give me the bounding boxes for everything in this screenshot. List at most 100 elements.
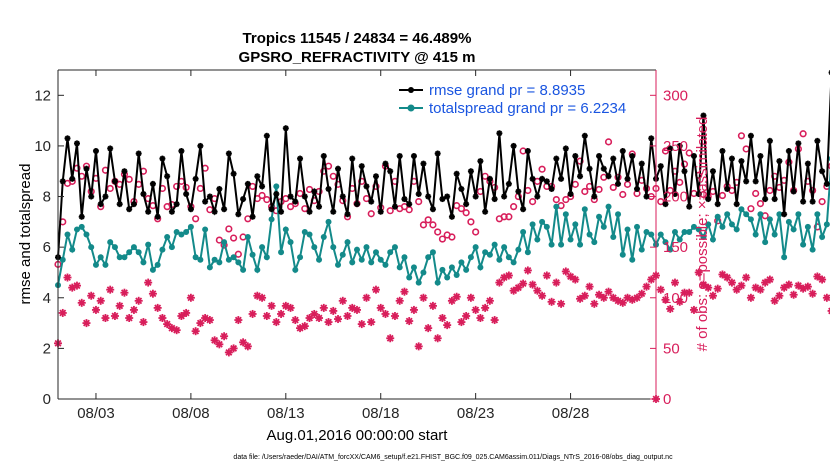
rmse-point — [743, 178, 750, 185]
rmse-point — [800, 198, 807, 205]
assimilated-point — [466, 293, 475, 302]
rmse-point — [667, 145, 674, 152]
y-right-tick-label: 100 — [663, 290, 688, 307]
y-left-tick-label: 4 — [43, 290, 51, 307]
assimilated-point — [400, 287, 409, 296]
assimilated-point — [642, 282, 651, 291]
rmse-point — [491, 196, 498, 203]
assimilated-point — [723, 273, 732, 282]
totalspread-point — [501, 244, 508, 251]
totalspread-point — [278, 249, 285, 256]
totalspread-point — [297, 254, 304, 261]
possible-point — [766, 186, 774, 195]
rmse-point — [434, 150, 441, 157]
totalspread-point — [216, 259, 223, 266]
totalspread-point — [368, 259, 375, 266]
x-tick-label: 08/28 — [552, 405, 590, 422]
totalspread-point — [648, 231, 655, 238]
totalspread-point — [59, 256, 66, 263]
rmse-point — [453, 170, 460, 177]
possible-point — [225, 225, 233, 233]
assimilated-point — [286, 303, 295, 312]
assimilated-point — [148, 289, 157, 298]
assimilated-point — [689, 305, 698, 314]
possible-point — [472, 228, 480, 236]
possible-point — [500, 213, 508, 221]
totalspread-point — [752, 231, 759, 238]
assimilated-point — [186, 293, 195, 302]
rmse-point — [206, 193, 213, 200]
rmse-point — [292, 198, 299, 205]
totalspread-point — [164, 234, 171, 241]
rmse-point — [472, 193, 479, 200]
totalspread-point — [747, 216, 754, 223]
assimilated-point — [291, 316, 300, 325]
assimilated-point — [519, 279, 528, 288]
assimilated-point — [144, 278, 153, 287]
rmse-point — [529, 175, 536, 182]
totalspread-point — [111, 244, 118, 251]
rmse-point — [771, 196, 778, 203]
rmse-point — [486, 175, 493, 182]
assimilated-point — [362, 293, 371, 302]
totalspread-point — [690, 223, 697, 230]
y-right-tick-label: 200 — [663, 189, 688, 206]
x-tick-label: 08/13 — [267, 405, 305, 422]
totalspread-point — [183, 228, 190, 235]
totalspread-point — [135, 249, 142, 256]
assimilated-point — [262, 311, 271, 320]
assimilated-point — [414, 342, 423, 351]
possible-point — [818, 198, 826, 206]
rmse-point — [671, 191, 678, 198]
legend: rmse grand pr = 8.8935 totalspread grand… — [399, 82, 626, 117]
rmse-point — [301, 193, 308, 200]
assimilated-point — [789, 290, 798, 299]
totalspread-point — [600, 223, 607, 230]
assimilated-point — [822, 293, 830, 302]
rmse-point — [391, 203, 398, 210]
possible-point — [386, 207, 394, 215]
totalspread-point — [192, 254, 199, 261]
totalspread-point — [78, 223, 85, 230]
totalspread-point — [273, 183, 280, 190]
possible-point — [529, 198, 537, 206]
assimilated-point — [756, 285, 765, 294]
possible-point — [296, 189, 304, 198]
totalspread-point — [762, 239, 769, 246]
totalspread-point — [610, 234, 617, 241]
y-right-tick-label: 0 — [663, 391, 671, 408]
rmse-point — [73, 140, 80, 147]
rmse-point — [401, 196, 408, 203]
totalspread-point — [804, 223, 811, 230]
totalspread-point — [605, 203, 612, 210]
totalspread-point — [453, 271, 460, 278]
totalspread-point — [325, 218, 332, 225]
chart-title: Tropics 11545 / 24834 = 46.489% — [243, 30, 472, 47]
rmse-point — [686, 203, 693, 210]
assimilated-point — [172, 326, 181, 335]
rmse-point — [747, 132, 754, 139]
rmse-point — [581, 132, 588, 139]
x-tick-label: 08/18 — [362, 405, 400, 422]
rmse-point — [562, 145, 569, 152]
rmse-point — [259, 183, 266, 190]
series-layer — [54, 69, 830, 403]
rmse-point — [268, 206, 275, 213]
totalspread-point — [529, 221, 536, 228]
totalspread-point — [558, 241, 565, 248]
totalspread-point — [391, 244, 398, 251]
totalspread-point — [97, 254, 104, 261]
totalspread-point — [64, 231, 71, 238]
rmse-point — [719, 147, 726, 154]
y-right-tick-label: 50 — [663, 340, 680, 357]
rmse-point — [59, 178, 66, 185]
assimilated-point — [433, 334, 442, 343]
rmse-point — [116, 201, 123, 208]
totalspread-point — [686, 228, 693, 235]
totalspread-point — [743, 211, 750, 218]
rmse-point — [790, 188, 797, 195]
rmse-point — [230, 170, 237, 177]
totalspread-point — [567, 236, 574, 243]
rmse-point — [596, 153, 603, 160]
